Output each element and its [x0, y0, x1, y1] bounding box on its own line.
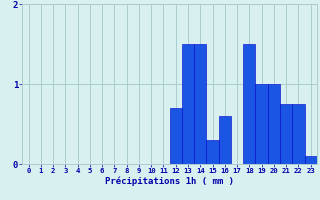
Bar: [219, 116, 231, 164]
Bar: [292, 104, 305, 164]
X-axis label: Précipitations 1h ( mm ): Précipitations 1h ( mm ): [105, 177, 234, 186]
Bar: [305, 156, 317, 164]
Bar: [206, 140, 219, 164]
Bar: [194, 44, 206, 164]
Bar: [280, 104, 292, 164]
Bar: [255, 84, 268, 164]
Bar: [182, 44, 194, 164]
Bar: [243, 44, 255, 164]
Bar: [170, 108, 182, 164]
Bar: [268, 84, 280, 164]
